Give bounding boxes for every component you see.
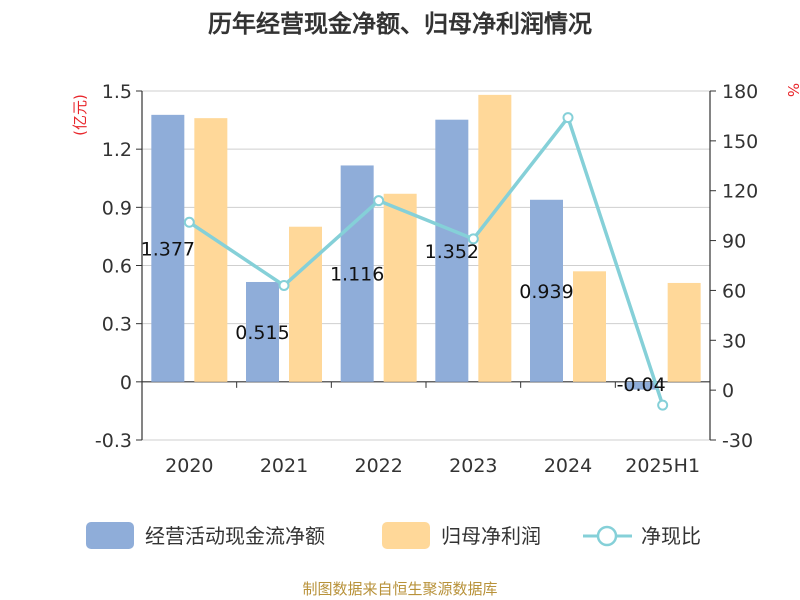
right-axis-tick-label: 150 [722,131,758,153]
right-axis-tick-label: 30 [722,330,746,352]
cash-flow-data-label: 1.377 [141,238,195,260]
net-profit-bar [289,226,322,382]
grid-lines [142,90,710,441]
ratio-point [657,399,669,411]
left-axis-tick-label: 0.3 [102,314,132,336]
left-axis-tick-label: -0.3 [95,430,132,452]
ratio-point [373,195,385,207]
cash-flow-bar [624,381,658,390]
right-axis-tick-label: 180 [722,81,758,103]
legend-swatch-cash [86,522,134,549]
ratio-point [278,279,290,291]
ratio-point [467,233,479,245]
cash-flow-bar [530,199,563,382]
x-axis-tick-label: 2021 [260,455,308,477]
left-axis-tick-label: 0.6 [102,256,132,278]
cash-flow-data-label: 0.515 [235,322,289,344]
right-axis-unit: % [784,83,800,97]
cash-flow-bar [246,281,279,382]
legend-swatch-profit [382,522,430,549]
legend: 经营活动现金流净额 归母净利润 净现比 [86,522,701,549]
legend-label-cash: 经营活动现金流净额 [145,524,325,548]
right-axis-tick-label: 120 [722,181,758,203]
net-profit-bar [383,193,417,382]
legend-swatch-ratio-marker [596,525,618,547]
ratio-point [562,112,574,124]
net-profit-bar [667,282,701,382]
ratio-line [183,112,669,411]
cash-flow-data-label: -0.04 [617,374,666,396]
cash-flow-data-label: 1.352 [425,241,479,263]
x-axis-tick-label: 2023 [449,455,497,477]
x-axis-tick-label: 2020 [165,455,213,477]
right-axis-tick-label: 90 [722,231,746,253]
x-axis-tick-label: 2025H1 [625,455,700,477]
data-source: 制图数据来自恒生聚源数据库 [302,580,497,598]
left-axis-tick-label: 1.5 [102,81,132,103]
chart-title: 历年经营现金净额、归母净利润情况 [208,10,592,38]
right-axis-tick-label: 0 [722,380,734,402]
tick-labels: 1.5 1.2 0.9 0.6 0.3 0 -0.3 180 150 120 90 60 30 0 -30 2… [95,81,758,477]
cash-flow-data-label: 1.116 [330,264,384,286]
legend-label-ratio: 净现比 [641,524,701,548]
right-axis-tick-label: -30 [722,430,753,452]
right-axis-tick-label: 60 [722,280,746,302]
net-profit-bars [194,94,701,382]
cash-flow-bars [151,114,658,390]
data-labels: 1.377 0.515 1.116 1.352 0.939 -0.04 [141,238,666,395]
net-profit-bar [573,271,606,382]
cash-flow-bar [340,165,374,382]
left-axis-tick-label: 1.2 [102,139,132,161]
cash-flow-data-label: 0.939 [519,281,573,303]
x-axis-tick-label: 2022 [354,455,402,477]
left-axis-tick-label: 0 [120,372,132,394]
axes [136,90,716,441]
net-profit-bar [194,118,228,382]
ratio-point [183,216,195,228]
left-axis-unit: (亿元) [71,94,89,136]
left-axis-tick-label: 0.9 [102,197,132,219]
ratio-series-line [188,115,665,406]
net-profit-bar [478,94,512,382]
cash-flow-bar [151,114,185,382]
legend-label-profit: 归母净利润 [441,524,541,548]
x-axis-tick-label: 2024 [544,455,592,477]
cash-flow-bar [435,119,469,382]
